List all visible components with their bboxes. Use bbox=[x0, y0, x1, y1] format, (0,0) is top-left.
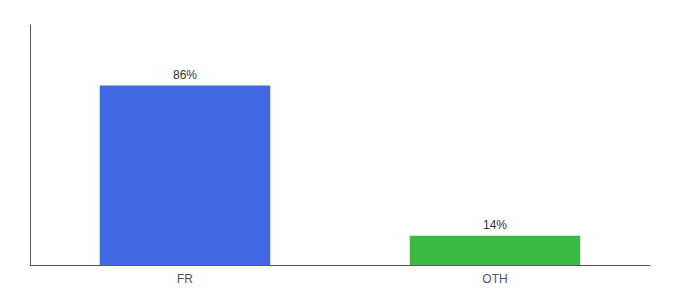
svg-text:OTH: OTH bbox=[482, 272, 507, 286]
svg-text:FR: FR bbox=[177, 272, 193, 286]
svg-text:14%: 14% bbox=[483, 218, 507, 232]
svg-text:86%: 86% bbox=[173, 68, 197, 82]
